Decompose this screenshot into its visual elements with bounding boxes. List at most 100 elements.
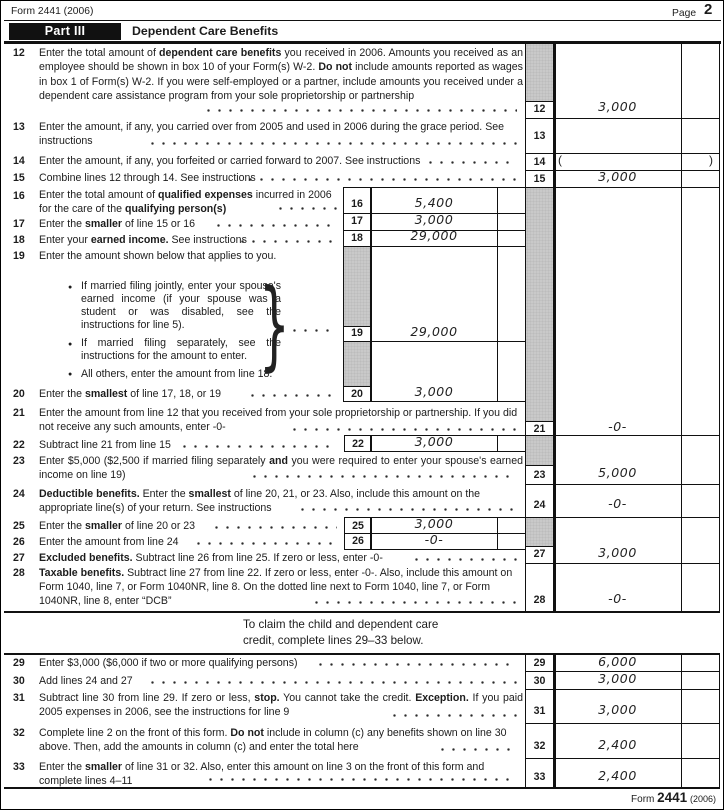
line-24-amount: -0- — [608, 496, 627, 511]
grid-line — [344, 533, 525, 534]
grid-line — [681, 43, 682, 611]
line-23-text: Enter $5,000 ($2,500 if married filing s… — [39, 455, 523, 482]
line-number: 17 — [13, 218, 25, 230]
dot-leader — [151, 681, 517, 684]
line-21-text: Enter the amount from line 12 that you r… — [39, 407, 518, 434]
line-19-amount: 29,000 — [410, 323, 458, 339]
line-number-box: 20 — [351, 388, 363, 400]
grid-line — [525, 671, 719, 672]
page-number: 2 — [704, 1, 713, 18]
line-19-intro: Enter the amount shown below that applie… — [39, 249, 277, 262]
grid-line — [344, 435, 719, 436]
header-rule — [4, 20, 721, 21]
line-20-text: Enter the smallest of line 17, 18, or 19 — [39, 387, 221, 400]
line-number-box: 24 — [533, 499, 546, 511]
line-number-box: 30 — [533, 674, 546, 687]
grid-line — [344, 549, 525, 550]
line-20-amount: 3,000 — [414, 384, 454, 399]
line-24-text: Deductible benefits. Enter the smallest … — [39, 488, 481, 515]
line-14-text: Enter the amount, if any, you forfeited … — [39, 155, 421, 167]
line-number-box: 25 — [352, 519, 364, 532]
grid-line — [525, 118, 719, 119]
line-19-bullet-1: If married filing jointly, enter your sp… — [68, 280, 281, 332]
line-27-amount: 3,000 — [598, 544, 637, 560]
grid-line — [370, 435, 372, 451]
dot-leader — [183, 445, 337, 448]
line-22-amount: 3,000 — [414, 434, 454, 449]
dot-leader — [429, 161, 515, 164]
shaded-cell — [526, 436, 553, 465]
line-number-box: 28 — [533, 594, 546, 606]
line-32-text: Complete line 2 on the front of this for… — [39, 726, 507, 753]
grid-line — [719, 654, 720, 787]
section-rule — [4, 611, 720, 613]
part-iii-title: Dependent Care Benefits — [132, 24, 279, 38]
grid-line — [525, 563, 719, 564]
line-number-box: 21 — [533, 422, 546, 435]
line-number: 18 — [13, 233, 25, 246]
line-17-text: Enter the smaller of line 15 or 16 — [39, 218, 196, 230]
line-number: 27 — [13, 551, 25, 564]
claim-credit-note: To claim the child and dependent care cr… — [243, 617, 438, 648]
dot-leader — [197, 542, 337, 545]
line-16-text: Enter the total amount of qualified expe… — [39, 189, 332, 215]
line-19-bullet-3: All others, enter the amount from line 1… — [68, 367, 291, 383]
line-28-amount: -0- — [608, 590, 627, 606]
line-26-amount: -0- — [424, 531, 444, 547]
grid-line — [525, 484, 719, 485]
line-15-amount: 3,000 — [598, 169, 637, 184]
line-number: 24 — [13, 488, 25, 500]
grid-line — [343, 187, 719, 188]
line-number-box: 33 — [533, 771, 546, 783]
dot-leader — [315, 601, 517, 604]
line-27-text: Excluded benefits. Subtract line 26 from… — [39, 551, 383, 564]
line-30-amount: 3,000 — [598, 671, 637, 686]
line-number: 30 — [13, 674, 25, 687]
grid-line — [525, 170, 719, 171]
grid-line — [553, 654, 556, 787]
grid-line — [525, 546, 554, 547]
line-31-text: Subtract line 30 from line 29. If zero o… — [39, 692, 523, 719]
grid-line — [525, 153, 719, 154]
line-number-box: 26 — [352, 535, 364, 547]
dot-leader — [249, 178, 517, 181]
grid-line — [525, 465, 554, 466]
line-number: 32 — [13, 726, 25, 739]
claim-note-line-1: To claim the child and dependent care — [243, 618, 439, 631]
line-number: 31 — [13, 692, 25, 704]
line-16-amount: 5,400 — [414, 195, 454, 210]
grid-line — [525, 43, 526, 611]
line-number: 22 — [13, 438, 25, 451]
grid-line — [343, 341, 525, 342]
grid-line — [681, 654, 682, 787]
line-number: 20 — [13, 387, 25, 400]
line-number-box: 22 — [352, 437, 364, 450]
grid-line — [343, 386, 371, 387]
line-number: 23 — [13, 455, 25, 467]
grid-line — [344, 451, 525, 452]
section-rule — [4, 653, 720, 655]
line-number-box: 16 — [351, 198, 363, 210]
grid-line — [525, 758, 719, 759]
part-iii-label: Part III — [9, 23, 121, 40]
dot-leader — [301, 508, 517, 511]
dot-leader — [319, 663, 517, 666]
line-12-amount: 3,000 — [598, 99, 637, 114]
line-32-amount: 2,400 — [598, 736, 637, 752]
grid-line — [525, 689, 719, 690]
line-25-text: Enter the smaller of line 20 or 23 — [39, 520, 196, 532]
line-number: 13 — [13, 121, 25, 133]
line-17-amount: 3,000 — [414, 211, 454, 227]
grid-line — [343, 326, 371, 327]
line-13-text: Enter the amount, if any, you carried ov… — [39, 121, 505, 148]
grid-line — [497, 187, 498, 401]
line-number: 21 — [13, 407, 25, 419]
line-number-box: 18 — [351, 231, 363, 244]
footer-form-label: Form — [631, 794, 655, 805]
line-19-bullet-2: If married filing separately, see the in… — [68, 337, 281, 363]
line-33-amount: 2,400 — [598, 767, 637, 783]
line-number: 26 — [13, 535, 25, 548]
line-25-amount: 3,000 — [414, 516, 454, 531]
line-number-box: 29 — [533, 656, 546, 669]
dot-leader — [241, 240, 337, 243]
